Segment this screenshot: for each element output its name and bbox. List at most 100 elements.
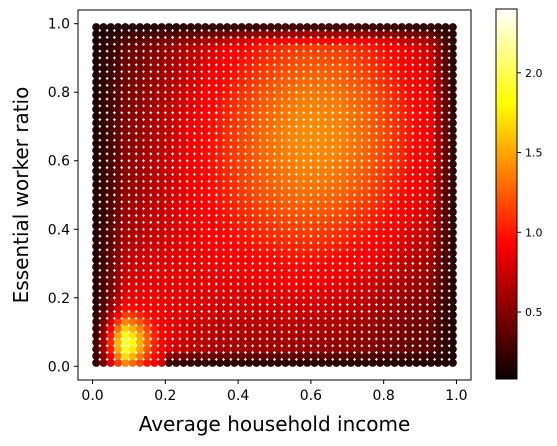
- scatter-point: [215, 64, 224, 73]
- scatter-point: [259, 242, 268, 251]
- scatter-point: [434, 125, 443, 134]
- scatter-point: [128, 119, 137, 128]
- scatter-point: [303, 352, 312, 361]
- scatter-point: [106, 91, 115, 100]
- scatter-point: [114, 208, 123, 217]
- scatter-point: [376, 228, 385, 237]
- scatter-point: [135, 242, 144, 251]
- scatter-point: [303, 77, 312, 86]
- scatter-point: [128, 358, 137, 367]
- scatter-point: [346, 119, 355, 128]
- scatter-point: [143, 201, 152, 210]
- scatter-point: [332, 125, 341, 134]
- scatter-point: [245, 358, 254, 367]
- scatter-point: [223, 304, 232, 313]
- scatter-point: [143, 64, 152, 73]
- scatter-point: [186, 29, 195, 38]
- scatter-point: [310, 297, 319, 306]
- scatter-point: [346, 310, 355, 319]
- scatter-point: [303, 91, 312, 100]
- scatter-point: [354, 331, 363, 340]
- scatter-point: [441, 338, 450, 347]
- scatter-point: [128, 36, 137, 45]
- scatter-point: [114, 77, 123, 86]
- scatter-point: [121, 262, 130, 271]
- scatter-point: [186, 269, 195, 278]
- scatter-point: [317, 310, 326, 319]
- scatter-point: [281, 64, 290, 73]
- scatter-point: [325, 173, 334, 182]
- scatter-point: [295, 201, 304, 210]
- scatter-point: [325, 262, 334, 271]
- scatter-point: [143, 71, 152, 80]
- scatter-point: [223, 249, 232, 258]
- scatter-point: [339, 132, 348, 141]
- scatter-point: [405, 167, 414, 176]
- scatter-point: [99, 91, 108, 100]
- scatter-point: [317, 221, 326, 230]
- scatter-point: [201, 290, 210, 299]
- scatter-point: [274, 50, 283, 59]
- scatter-point: [412, 43, 421, 52]
- scatter-point: [419, 29, 428, 38]
- scatter-point: [397, 317, 406, 326]
- scatter-point: [194, 201, 203, 210]
- scatter-point: [128, 43, 137, 52]
- scatter-point: [376, 276, 385, 285]
- scatter-point: [361, 352, 370, 361]
- scatter-point: [252, 317, 261, 326]
- scatter-point: [405, 105, 414, 114]
- scatter-point: [186, 228, 195, 237]
- scatter-point: [92, 187, 101, 196]
- scatter-point: [230, 77, 239, 86]
- scatter-point: [215, 132, 224, 141]
- scatter-point: [397, 304, 406, 313]
- scatter-point: [143, 317, 152, 326]
- scatter-point: [186, 256, 195, 265]
- scatter-point: [397, 50, 406, 59]
- scatter-point: [405, 304, 414, 313]
- scatter-point: [325, 132, 334, 141]
- scatter-point: [325, 105, 334, 114]
- scatter-point: [99, 269, 108, 278]
- scatter-point: [121, 98, 130, 107]
- scatter-point: [135, 345, 144, 354]
- scatter-point: [426, 201, 435, 210]
- scatter-point: [106, 352, 115, 361]
- scatter-point: [397, 262, 406, 271]
- scatter-point: [303, 180, 312, 189]
- scatter-point: [201, 139, 210, 148]
- scatter-point: [237, 283, 246, 292]
- scatter-point: [441, 283, 450, 292]
- scatter-point: [405, 98, 414, 107]
- scatter-point: [397, 160, 406, 169]
- scatter-point: [325, 358, 334, 367]
- scatter-point: [194, 194, 203, 203]
- scatter-point: [259, 338, 268, 347]
- scatter-point: [179, 221, 188, 230]
- scatter-point: [303, 235, 312, 244]
- scatter-point: [114, 358, 123, 367]
- scatter-point: [310, 331, 319, 340]
- scatter-point: [121, 358, 130, 367]
- scatter-point: [317, 119, 326, 128]
- scatter-point: [295, 50, 304, 59]
- scatter-point: [186, 194, 195, 203]
- scatter-point: [121, 146, 130, 155]
- scatter-point: [164, 324, 173, 333]
- scatter-point: [339, 77, 348, 86]
- scatter-point: [179, 249, 188, 258]
- scatter-point: [390, 194, 399, 203]
- scatter-point: [383, 160, 392, 169]
- scatter-point: [412, 23, 421, 32]
- scatter-point: [405, 269, 414, 278]
- scatter-point: [252, 249, 261, 258]
- scatter-point: [288, 352, 297, 361]
- scatter-point: [412, 125, 421, 134]
- scatter-point: [164, 338, 173, 347]
- scatter-point: [295, 173, 304, 182]
- scatter-point: [245, 208, 254, 217]
- scatter-point: [135, 119, 144, 128]
- scatter-point: [434, 153, 443, 162]
- scatter-point: [172, 50, 181, 59]
